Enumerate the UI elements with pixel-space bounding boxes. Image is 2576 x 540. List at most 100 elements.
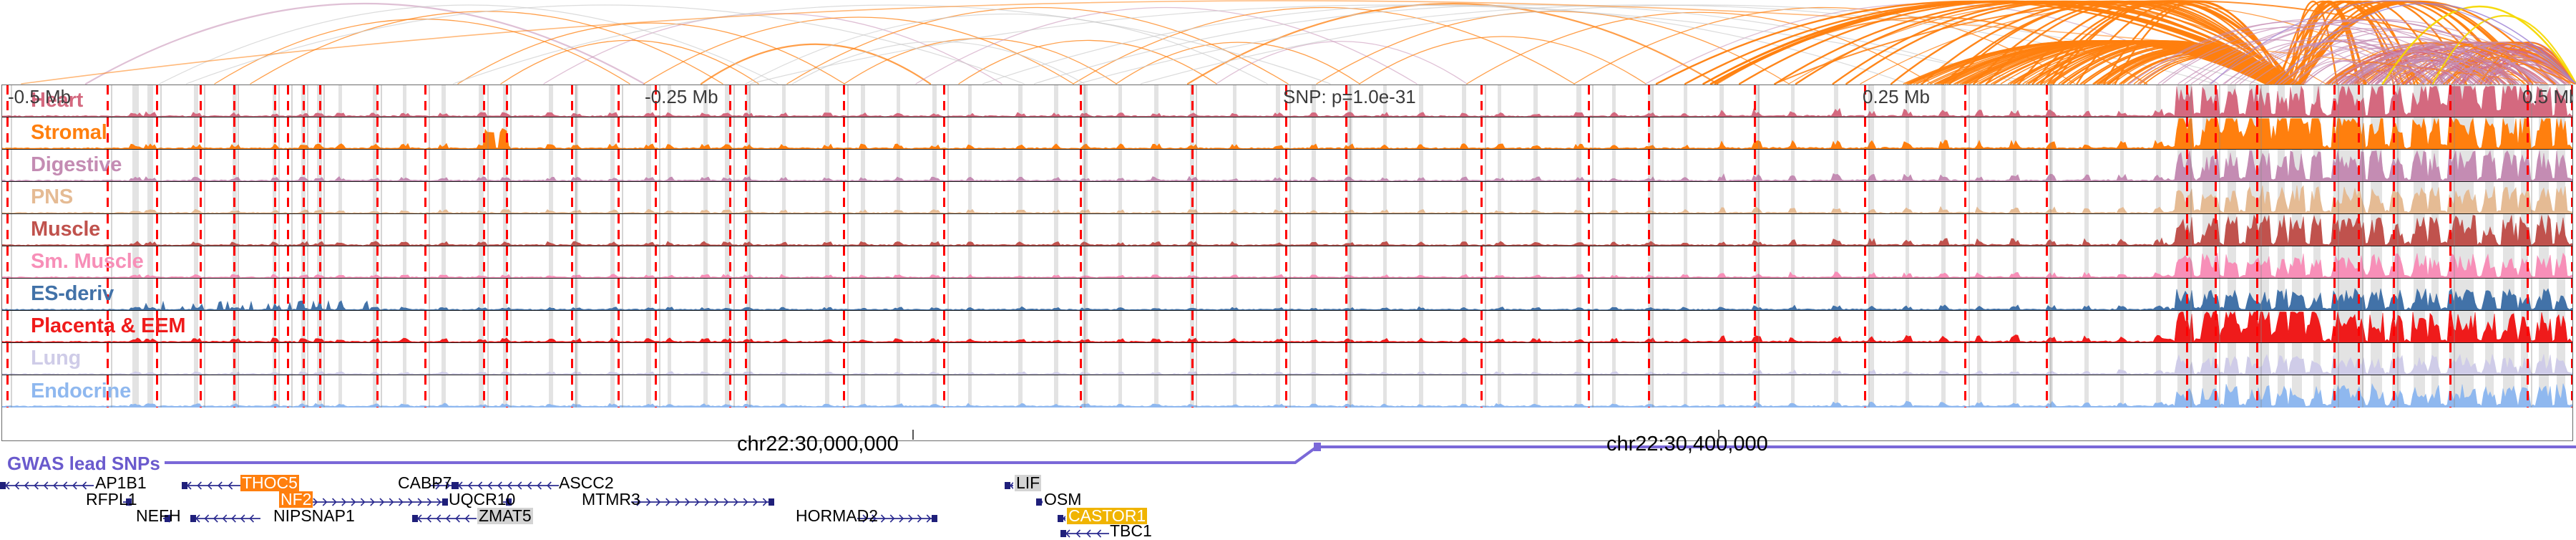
gwas-snp-tick[interactable] [287,246,289,278]
gwas-snp-tick[interactable] [2358,279,2360,310]
gwas-snp-tick[interactable] [2215,311,2217,342]
gwas-snp-tick[interactable] [2333,343,2336,375]
gwas-snp-tick[interactable] [424,246,426,278]
gwas-snp-tick[interactable] [274,214,276,246]
gwas-snp-tick[interactable] [1285,375,1287,408]
gwas-snp-tick[interactable] [2527,375,2529,408]
track-es-deriv[interactable]: ES-deriv [2,279,2572,311]
gwas-snp-tick[interactable] [1285,117,1287,149]
gwas-snp-tick[interactable] [1588,246,1590,278]
gwas-snp-tick[interactable] [274,150,276,181]
gwas-snp-tick[interactable] [745,246,747,278]
gwas-snp-tick[interactable] [506,311,508,342]
gwas-snp-tick[interactable] [1345,343,1347,375]
gwas-snp-tick[interactable] [483,182,485,213]
gwas-snp-tick[interactable] [2215,246,2217,278]
gwas-snp-tick[interactable] [2449,343,2451,375]
gwas-snp-tick[interactable] [943,85,945,117]
gwas-snp-tick[interactable] [506,150,508,181]
gwas-snp-tick[interactable] [233,311,235,342]
gwas-snp-tick[interactable] [233,214,235,246]
gene-model-lif[interactable] [1005,481,1013,490]
gwas-snp-tick[interactable] [1964,150,1966,181]
gwas-snp-tick[interactable] [1285,85,1287,117]
gwas-snp-tick[interactable] [107,214,109,246]
gwas-snp-tick[interactable] [618,85,620,117]
gwas-snp-tick[interactable] [319,311,321,342]
gwas-snp-tick[interactable] [2256,85,2258,117]
gwas-snp-tick[interactable] [1864,85,1866,117]
gwas-snp-tick[interactable] [843,343,845,375]
gwas-snp-tick[interactable] [2333,85,2336,117]
gwas-snp-tick[interactable] [156,343,158,375]
gwas-snp-tick[interactable] [107,117,109,149]
gwas-snp-tick[interactable] [843,311,845,342]
gwas-snp-tick[interactable] [319,246,321,278]
gwas-snp-tick[interactable] [156,182,158,213]
gwas-snp-tick[interactable] [2358,150,2360,181]
gwas-snp-tick[interactable] [156,214,158,246]
track-stromal[interactable]: Stromal [2,117,2572,150]
gwas-snp-tick[interactable] [2186,117,2188,149]
gwas-snp-tick[interactable] [233,246,235,278]
gwas-snp-tick[interactable] [1191,246,1194,278]
gwas-snp-tick[interactable] [943,311,945,342]
gwas-snp-tick[interactable] [1754,117,1756,149]
gwas-snp-tick[interactable] [1754,182,1756,213]
gwas-snp-tick[interactable] [233,85,235,117]
gwas-snp-tick[interactable] [2571,343,2572,375]
gwas-snp-tick[interactable] [303,150,305,181]
gwas-snp-tick[interactable] [618,182,620,213]
gwas-snp-tick[interactable] [1191,375,1194,408]
gwas-snp-tick[interactable] [2333,150,2336,181]
track-placenta-eem[interactable]: Placenta & EEM [2,311,2572,343]
gene-model-rfpl1[interactable] [123,497,132,506]
gwas-snp-tick[interactable] [745,311,747,342]
gwas-snp-tick[interactable] [424,343,426,375]
gwas-snp-tick[interactable] [376,117,379,149]
gwas-snp-tick[interactable] [1964,117,1966,149]
gwas-snp-tick[interactable] [1191,85,1194,117]
gwas-snp-tick[interactable] [156,279,158,310]
gwas-snp-tick[interactable] [506,182,508,213]
gwas-snp-tick[interactable] [843,279,845,310]
gwas-snp-tick[interactable] [319,85,321,117]
gwas-snp-tick[interactable] [6,85,9,117]
gwas-snp-tick[interactable] [1588,182,1590,213]
gwas-snp-tick[interactable] [2186,375,2188,408]
gwas-snp-tick[interactable] [1080,343,1082,375]
gwas-snp-tick[interactable] [319,279,321,310]
gwas-snp-tick[interactable] [1080,375,1082,408]
gwas-snp-tick[interactable] [319,214,321,246]
gwas-snp-tick[interactable] [729,375,731,408]
gwas-snp-tick[interactable] [1648,375,1650,408]
gwas-snp-tick[interactable] [1480,311,1483,342]
gene-label-nipsnap1[interactable]: NIPSNAP1 [273,506,355,525]
gwas-snp-tick[interactable] [1285,311,1287,342]
gene-label-ap1b1[interactable]: AP1B1 [95,473,147,492]
gwas-snp-tick[interactable] [107,343,109,375]
gwas-snp-tick[interactable] [843,246,845,278]
gene-label-uqcr10[interactable]: UQCR10 [449,490,516,508]
gwas-snp-tick[interactable] [1345,246,1347,278]
gwas-snp-tick[interactable] [729,150,731,181]
gwas-snp-tick[interactable] [571,85,573,117]
gwas-snp-tick[interactable] [943,214,945,246]
track-heart[interactable]: Heart-0.5 Mb -0.25 Mb 0.25 Mb 0.5 Mb SNP: p=… [2,85,2572,117]
gwas-snp-tick[interactable] [376,375,379,408]
gwas-snp-tick[interactable] [571,375,573,408]
gwas-snp-tick[interactable] [424,85,426,117]
gwas-snp-tick[interactable] [233,182,235,213]
gwas-snp-tick[interactable] [2256,117,2258,149]
gwas-snp-tick[interactable] [943,182,945,213]
gwas-snp-tick[interactable] [1754,85,1756,117]
gwas-snp-tick[interactable] [618,150,620,181]
gwas-snp-tick[interactable] [843,85,845,117]
gwas-snp-tick[interactable] [376,343,379,375]
gene-model-mtmr3[interactable] [631,497,774,506]
gwas-snp-tick[interactable] [2046,343,2048,375]
gwas-snp-tick[interactable] [571,214,573,246]
gwas-snp-tick[interactable] [1864,311,1866,342]
gwas-snp-tick[interactable] [618,214,620,246]
gwas-snp-tick[interactable] [107,150,109,181]
